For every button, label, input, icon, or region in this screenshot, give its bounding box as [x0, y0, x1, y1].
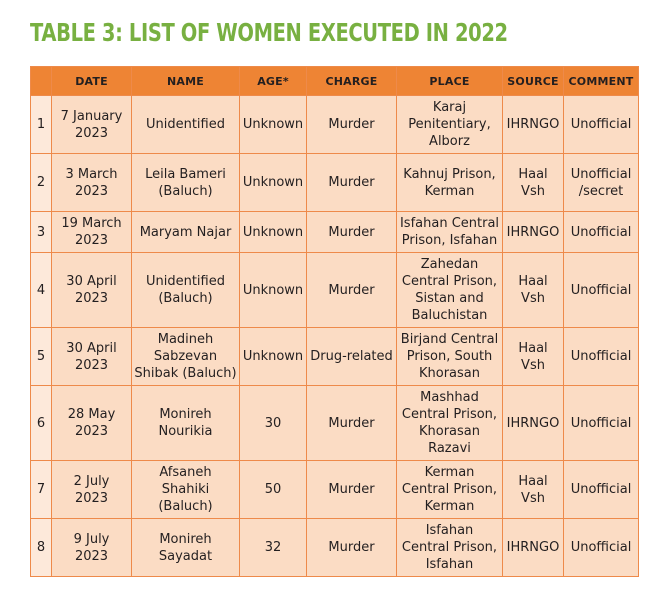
header-charge: CHARGE [306, 66, 397, 96]
row-number: 8 [30, 518, 52, 577]
age-cell: Unknown [239, 252, 307, 328]
charge-cell: Murder [306, 95, 397, 154]
comment-cell: Unofficial [563, 385, 639, 461]
charge-cell: Murder [306, 211, 397, 253]
name-cell: Monireh Nourikia [131, 385, 240, 461]
comment-cell: Unofficial [563, 252, 639, 328]
row-number: 1 [30, 95, 52, 154]
source-cell: Haal Vsh [502, 153, 564, 212]
source-cell: Haal Vsh [502, 327, 564, 386]
charge-cell: Murder [306, 252, 397, 328]
date-cell: 19 March 2023 [51, 211, 132, 253]
date-cell: 9 July 2023 [51, 518, 132, 577]
charge-cell: Murder [306, 153, 397, 212]
age-cell: Unknown [239, 211, 307, 253]
comment-cell: Unofficial [563, 327, 639, 386]
name-cell: Monireh Sayadat [131, 518, 240, 577]
place-cell: Isfahan Central Prison, Isfahan [396, 211, 503, 253]
name-cell: Unidentified [131, 95, 240, 154]
header-date: DATE [51, 66, 132, 96]
date-cell: 7 January 2023 [51, 95, 132, 154]
table-row: 3 19 March 2023 Maryam Najar Unknown Mur… [30, 211, 639, 253]
date-cell: 2 July 2023 [51, 460, 132, 519]
age-cell: Unknown [239, 95, 307, 154]
date-cell: 3 March 2023 [51, 153, 132, 212]
place-cell: Birjand Central Prison, South Khorasan [396, 327, 503, 386]
age-cell: Unknown [239, 327, 307, 386]
charge-cell: Murder [306, 385, 397, 461]
place-cell: Karaj Penitentiary, Alborz [396, 95, 503, 154]
source-cell: IHRNGO [502, 518, 564, 577]
source-cell: IHRNGO [502, 385, 564, 461]
charge-cell: Drug-related [306, 327, 397, 386]
row-number: 5 [30, 327, 52, 386]
header-place: PLACE [396, 66, 503, 96]
row-number: 2 [30, 153, 52, 212]
header-comment: COMMENT [563, 66, 639, 96]
source-cell: IHRNGO [502, 211, 564, 253]
date-cell: 30 April 2023 [51, 327, 132, 386]
comment-cell: Unofficial [563, 211, 639, 253]
place-cell: Zahedan Central Prison, Sistan and Baluc… [396, 252, 503, 328]
name-cell: Maryam Najar [131, 211, 240, 253]
source-cell: IHRNGO [502, 95, 564, 154]
header-source: SOURCE [502, 66, 564, 96]
name-cell: Madineh Sabzevan Shibak (Baluch) [131, 327, 240, 386]
row-number: 3 [30, 211, 52, 253]
charge-cell: Murder [306, 518, 397, 577]
page-title: TABLE 3: LIST OF WOMEN EXECUTED IN 2022 [30, 18, 508, 47]
date-cell: 28 May 2023 [51, 385, 132, 461]
executions-table: DATE NAME AGE* CHARGE PLACE SOURCE COMME… [30, 66, 639, 577]
row-number: 6 [30, 385, 52, 461]
place-cell: Kerman Central Prison, Kerman [396, 460, 503, 519]
age-cell: Unknown [239, 153, 307, 212]
table-row: 2 3 March 2023 Leila Bameri (Baluch) Unk… [30, 153, 639, 212]
table-row: 5 30 April 2023 Madineh Sabzevan Shibak … [30, 327, 639, 386]
table-row: 6 28 May 2023 Monireh Nourikia 30 Murder… [30, 385, 639, 461]
place-cell: Isfahan Central Prison, Isfahan [396, 518, 503, 577]
header-name: NAME [131, 66, 240, 96]
name-cell: Unidentified (Baluch) [131, 252, 240, 328]
charge-cell: Murder [306, 460, 397, 519]
age-cell: 50 [239, 460, 307, 519]
name-cell: Afsaneh Shahiki (Baluch) [131, 460, 240, 519]
table-row: 7 2 July 2023 Afsaneh Shahiki (Baluch) 5… [30, 460, 639, 519]
header-number [30, 66, 52, 96]
age-cell: 30 [239, 385, 307, 461]
place-cell: Kahnuj Prison, Kerman [396, 153, 503, 212]
row-number: 7 [30, 460, 52, 519]
table-row: 1 7 January 2023 Unidentified Unknown Mu… [30, 95, 639, 154]
source-cell: Haal Vsh [502, 252, 564, 328]
place-cell: Mashhad Central Prison, Khorasan Razavi [396, 385, 503, 461]
table-row: 8 9 July 2023 Monireh Sayadat 32 Murder … [30, 518, 639, 577]
comment-cell: Unofficial [563, 518, 639, 577]
comment-cell: Unofficial [563, 95, 639, 154]
header-age: AGE* [239, 66, 307, 96]
row-number: 4 [30, 252, 52, 328]
comment-cell: Unofficial /secret [563, 153, 639, 212]
name-cell: Leila Bameri (Baluch) [131, 153, 240, 212]
age-cell: 32 [239, 518, 307, 577]
comment-cell: Unofficial [563, 460, 639, 519]
date-cell: 30 April 2023 [51, 252, 132, 328]
table-row: 4 30 April 2023 Unidentified (Baluch) Un… [30, 252, 639, 328]
source-cell: Haal Vsh [502, 460, 564, 519]
header-row: DATE NAME AGE* CHARGE PLACE SOURCE COMME… [30, 66, 639, 96]
